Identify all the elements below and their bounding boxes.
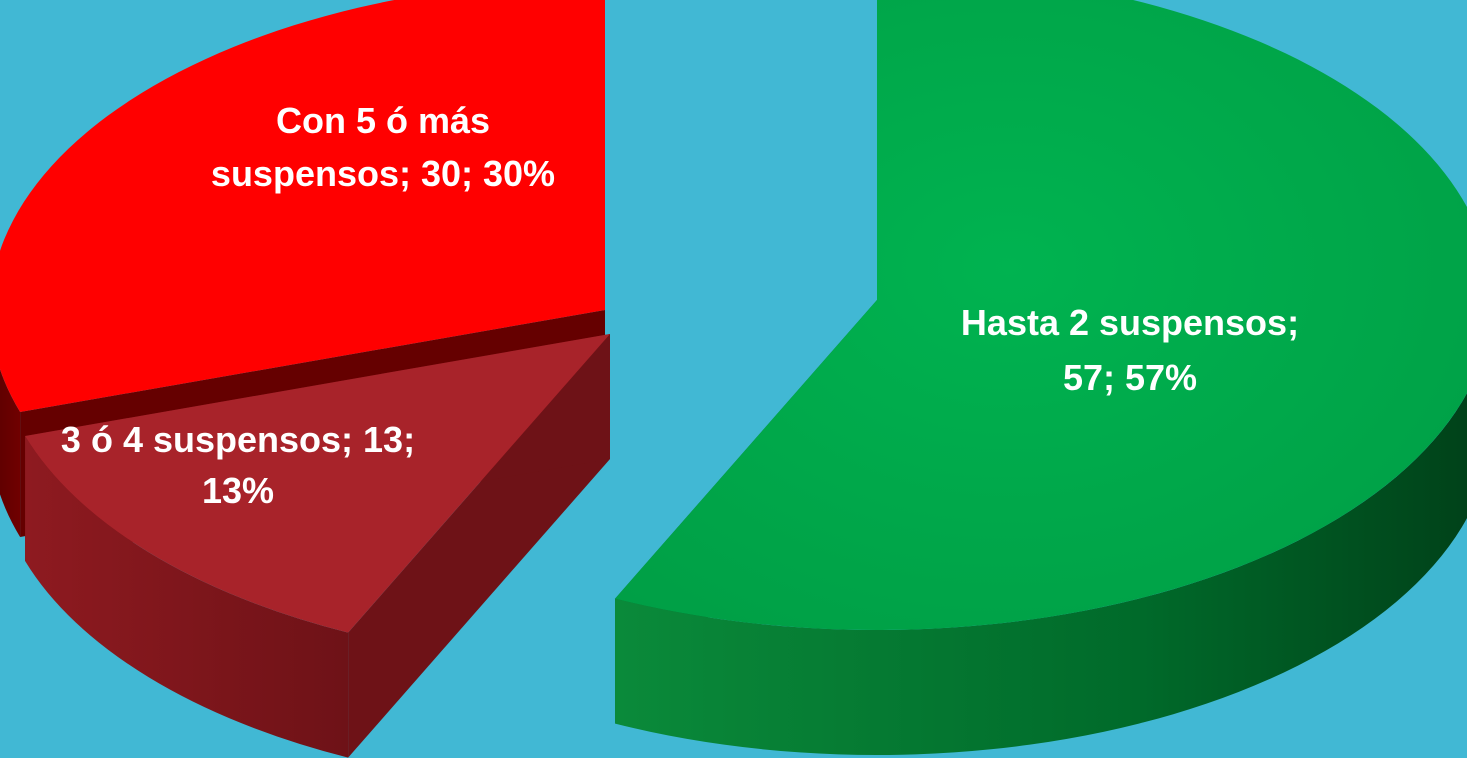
slice-con-5-side [0, 369, 21, 537]
slice-hasta-2-side [615, 392, 1467, 756]
slice-label-hasta-2-line2: 57; 57% [1063, 357, 1197, 398]
labels-layer: Hasta 2 suspensos; 57; 57% 3 ó 4 suspens… [61, 100, 1299, 511]
slice-hasta-2 [615, 0, 1467, 756]
slice-label-hasta-2-line1: Hasta 2 suspensos; [961, 302, 1299, 343]
slice-label-3-o-4-line1: 3 ó 4 suspensos; 13; [61, 419, 415, 460]
slice-3-o-4-side [25, 436, 349, 758]
slice-label-con-5-line2: suspensos; 30; 30% [211, 153, 555, 194]
slice-3-o-4-top [25, 334, 611, 633]
slice-con-5-top [0, 0, 605, 412]
slice-hasta-2-top [615, 0, 1467, 630]
slice-label-3-o-4-line2: 13% [202, 470, 274, 511]
slice-label-con-5-line1: Con 5 ó más [276, 100, 490, 141]
slice-3-o-4 [25, 334, 611, 758]
